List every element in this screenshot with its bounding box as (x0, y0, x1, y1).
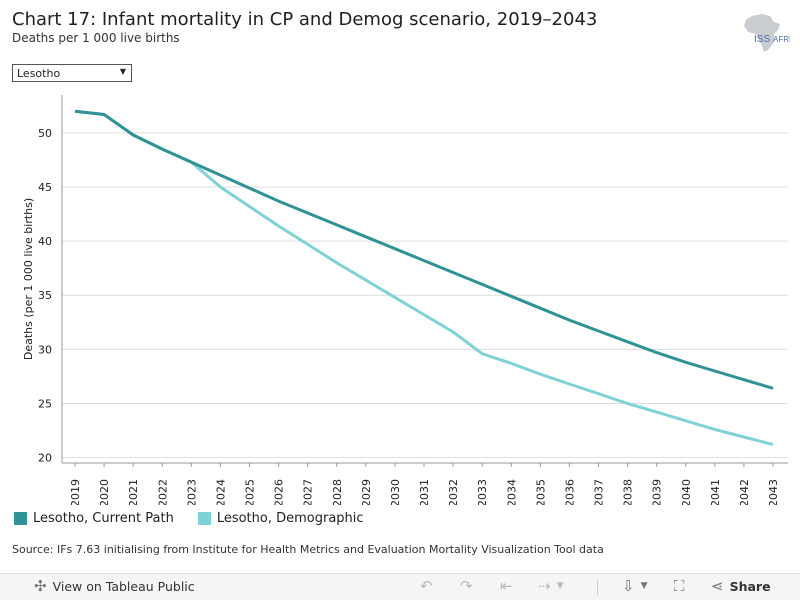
africa-map-icon (744, 14, 780, 52)
chart-title: Chart 17: Infant mortality in CP and Dem… (12, 9, 598, 30)
x-tick-label: 2024 (214, 479, 227, 505)
y-tick-label: 45 (38, 181, 52, 194)
undo-button[interactable]: ↶ (420, 579, 433, 594)
redo-icon: ↷ (460, 577, 473, 595)
x-tick-label: 2034 (505, 479, 518, 505)
share-label: Share (729, 579, 771, 594)
chart-subtitle: Deaths per 1 000 live births (12, 31, 180, 45)
view-on-tableau-public-link[interactable]: ✣ View on Tableau Public (34, 577, 195, 595)
y-tick-label: 40 (38, 235, 52, 248)
x-tick-label: 2040 (680, 479, 693, 505)
view-on-tableau-label: View on Tableau Public (52, 579, 195, 594)
chart-legend: Lesotho, Current Path Lesotho, Demograph… (14, 511, 364, 526)
series-line-lesotho-current-path[interactable] (74, 109, 774, 390)
x-tick-label: 2041 (709, 479, 722, 505)
toolbar-divider (597, 580, 598, 595)
iss-africa-logo: ISS AFRICA (744, 14, 790, 52)
tableau-logo-icon: ✣ (34, 577, 47, 595)
tableau-toolbar: ✣ View on Tableau Public ↶ ↷ ⇤ ⇢ ▼ ⇩ ▼ ⛶… (0, 573, 800, 600)
legend-item-demographic[interactable]: Lesotho, Demographic (197, 511, 364, 526)
redo-button[interactable]: ↷ (460, 579, 473, 594)
x-tick-labels: 2019 2020 2021 2022 2023 2024 2025 2026 2027 2028… (69, 463, 780, 505)
x-tick-label: 2037 (593, 479, 606, 505)
revert-icon: ⇤ (500, 577, 513, 595)
x-tick-label: 2036 (563, 479, 576, 505)
refresh-icon: ⇢ (538, 577, 551, 595)
x-tick-label: 2027 (302, 479, 315, 505)
share-button[interactable]: ⋖ Share (711, 577, 771, 595)
revert-button[interactable]: ⇤ (500, 579, 513, 594)
y-tick-label: 25 (38, 397, 52, 410)
x-tick-label: 2028 (331, 479, 344, 505)
x-tick-label: 2035 (534, 479, 547, 505)
x-tick-label: 2039 (651, 479, 664, 505)
undo-icon: ↶ (420, 577, 433, 595)
y-tick-label: 50 (38, 127, 52, 140)
fullscreen-button[interactable]: ⛶ (674, 579, 685, 594)
x-tick-label: 2030 (389, 479, 402, 505)
series-line-lesotho-demographic[interactable] (74, 109, 774, 447)
legend-swatch-current-path (14, 512, 27, 525)
x-tick-label: 2033 (476, 479, 489, 505)
y-tick-label: 35 (38, 289, 52, 302)
share-icon: ⋖ (711, 577, 724, 595)
x-tick-label: 2019 (69, 479, 82, 505)
refresh-button[interactable]: ⇢ ▼ (538, 579, 564, 594)
x-tick-label: 2023 (185, 479, 198, 505)
chevron-down-icon: ▼ (119, 67, 126, 76)
chevron-down-icon: ▼ (640, 581, 648, 591)
legend-label-current-path: Lesotho, Current Path (33, 511, 174, 526)
grid-lines (62, 132, 788, 459)
legend-swatch-demographic (197, 512, 211, 525)
y-tick-labels: 20 25 30 35 40 45 50 (38, 127, 52, 465)
x-tick-label: 2038 (622, 479, 635, 505)
y-tick-label: 30 (38, 343, 52, 356)
logo-suffix: AFRICA (773, 35, 790, 44)
dropdown-selected-value: Lesotho (17, 67, 61, 80)
fullscreen-icon: ⛶ (674, 577, 685, 595)
logo-text: ISS (754, 34, 770, 45)
download-icon: ⇩ (622, 577, 635, 595)
source-note: Source: IFs 7.63 initialising from Insti… (12, 543, 604, 556)
x-tick-label: 2042 (738, 479, 751, 505)
legend-item-current-path[interactable]: Lesotho, Current Path (14, 511, 174, 526)
download-button[interactable]: ⇩ ▼ (622, 579, 648, 594)
x-tick-label: 2031 (418, 479, 431, 505)
x-tick-label: 2020 (98, 479, 111, 505)
y-axis-label: Deaths (per 1 000 live births) (22, 198, 35, 360)
x-tick-label: 2029 (360, 479, 373, 505)
country-filter-dropdown[interactable]: Lesotho ▼ (12, 64, 132, 82)
chevron-down-icon: ▼ (556, 581, 564, 591)
x-tick-label: 2022 (156, 479, 169, 505)
legend-label-demographic: Lesotho, Demographic (216, 511, 364, 526)
y-tick-label: 20 (38, 452, 52, 465)
x-tick-label: 2021 (127, 479, 140, 505)
x-tick-label: 2026 (273, 479, 286, 505)
x-tick-label: 2043 (767, 479, 780, 505)
series-lines (74, 109, 774, 447)
x-tick-label: 2032 (447, 479, 460, 505)
x-tick-label: 2025 (244, 479, 257, 505)
